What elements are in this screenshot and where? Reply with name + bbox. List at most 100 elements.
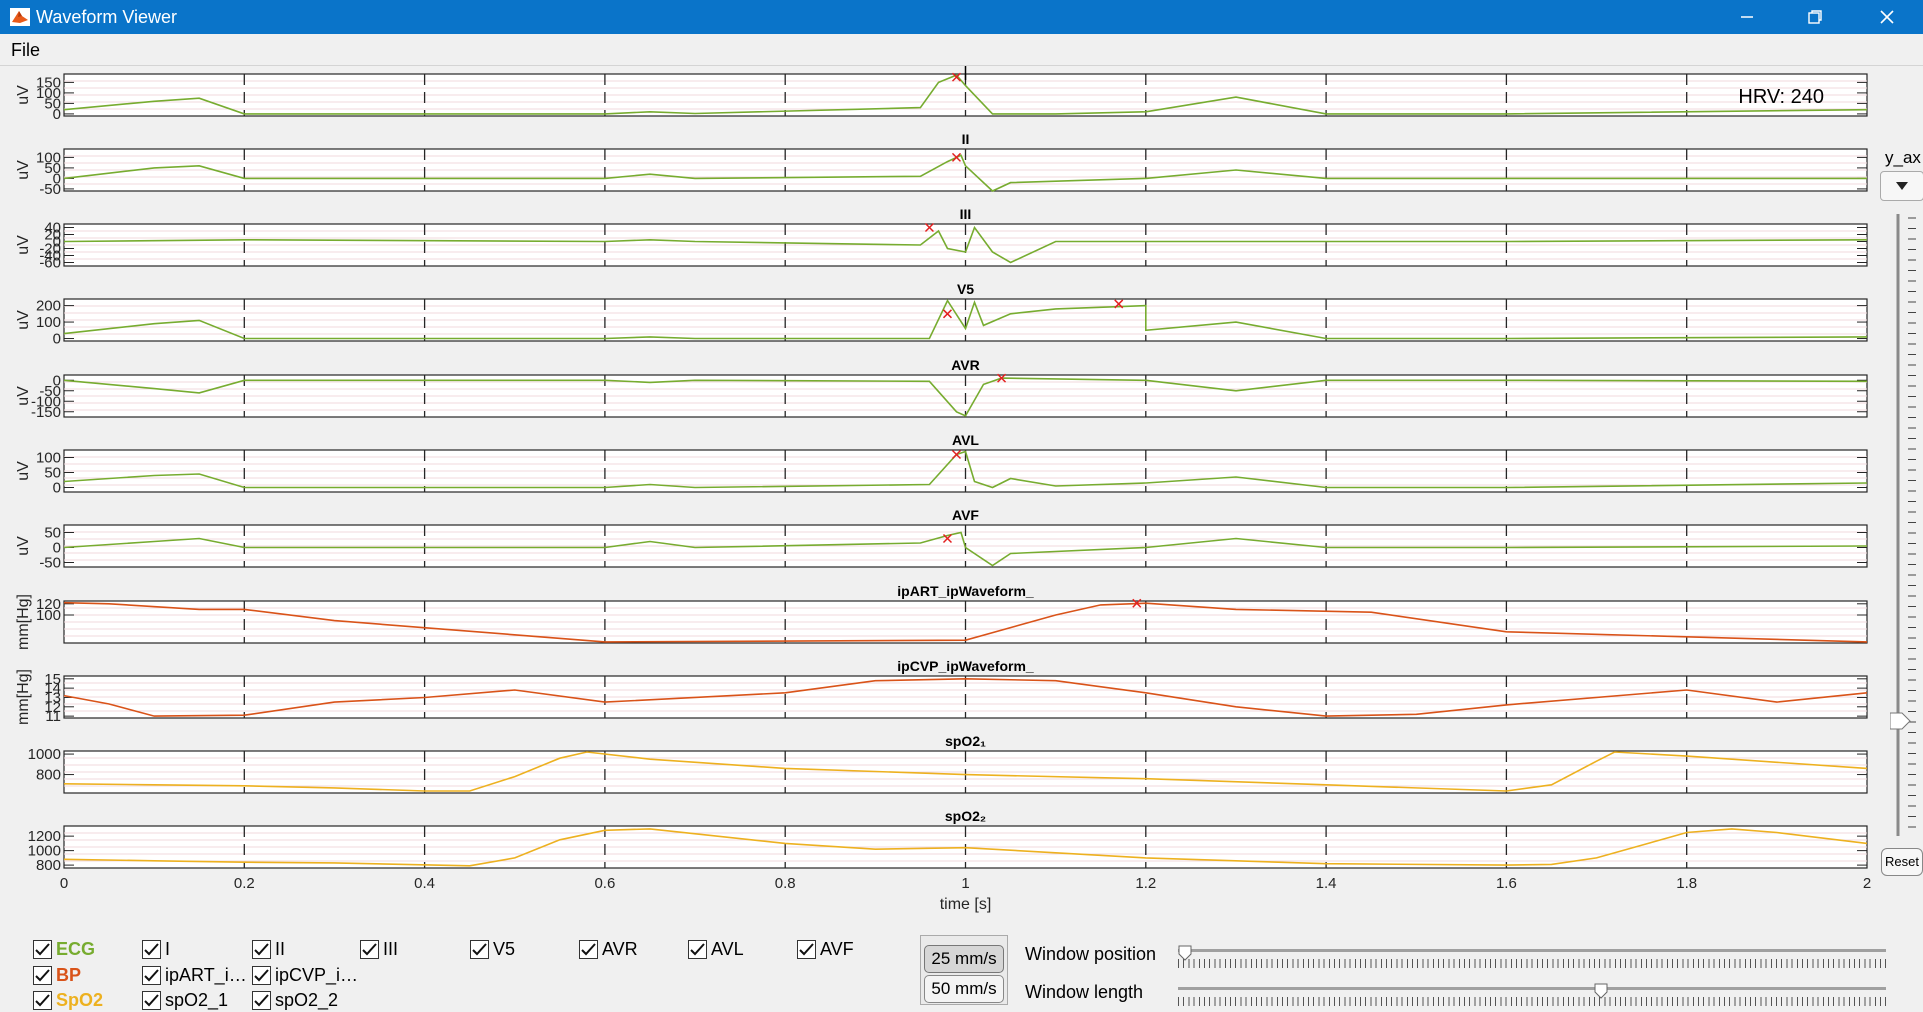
- window-length-slider[interactable]: [1178, 983, 1886, 1007]
- y-tick-label: 20: [44, 227, 61, 244]
- check-icon: [144, 993, 159, 1006]
- peak-marker: [997, 373, 1007, 383]
- y-tick-label: 50: [44, 160, 61, 177]
- y-axis-label: mm[Hg]: [15, 594, 32, 650]
- checkbox[interactable]: [33, 990, 52, 1010]
- checkbox[interactable]: [33, 939, 52, 959]
- checkbox-label: I: [165, 938, 171, 959]
- series-line: [63, 677, 1868, 717]
- check-icon: [144, 942, 159, 955]
- checkbox-label: BP: [56, 964, 82, 985]
- slider-track: [1178, 987, 1886, 990]
- checkbox-label: ipCVP_i…: [275, 964, 359, 985]
- checkbox-label: III: [383, 938, 399, 959]
- channel-checkbox-spo2-0[interactable]: spO2_1: [142, 988, 228, 1012]
- window-position-slider[interactable]: [1178, 945, 1886, 969]
- speed-button-1[interactable]: 50 mm/s: [924, 975, 1004, 1003]
- y-axis-label: uV: [15, 386, 32, 406]
- y-tick-label: 50: [44, 95, 61, 112]
- peak-marker: [951, 449, 962, 460]
- series-line: [63, 531, 1868, 567]
- peak-marker: [951, 152, 962, 162]
- check-icon: [799, 942, 814, 955]
- checkbox[interactable]: [688, 939, 707, 959]
- x-tick-label: 1: [961, 875, 969, 892]
- y-tick-label: 1200: [28, 828, 61, 845]
- y-tick-label: 0: [53, 372, 61, 389]
- minimize-button[interactable]: [1718, 0, 1776, 34]
- check-icon: [35, 942, 50, 955]
- series-line: [63, 450, 1868, 489]
- channel-checkbox-ii[interactable]: II: [252, 937, 285, 961]
- y-tick-label: 50: [44, 525, 61, 542]
- checkbox[interactable]: [142, 939, 161, 959]
- menu-file[interactable]: File: [11, 40, 41, 60]
- slider-ticks: [1178, 959, 1886, 968]
- checkbox[interactable]: [797, 939, 816, 959]
- y-axis-dropdown[interactable]: [1880, 171, 1923, 201]
- channel-checkbox-v5[interactable]: V5: [470, 937, 515, 961]
- group-checkbox-spo2[interactable]: SpO2: [33, 988, 103, 1012]
- y-tick-label: 100: [36, 607, 61, 624]
- checkbox[interactable]: [252, 939, 271, 959]
- channel-checkbox-spo2-1[interactable]: spO2_2: [252, 988, 338, 1012]
- slider-thumb[interactable]: [1178, 945, 1192, 961]
- title-bar: Waveform Viewer: [0, 0, 1923, 34]
- peak-marker: [1132, 598, 1142, 608]
- checkbox[interactable]: [470, 939, 489, 959]
- y-axis-slider[interactable]: [1889, 210, 1920, 840]
- channel-checkbox-bp-1[interactable]: ipCVP_i…: [252, 963, 358, 987]
- x-tick-label: 0.6: [594, 875, 615, 892]
- channel-checkbox-i[interactable]: I: [142, 937, 170, 961]
- channel-checkbox-avl[interactable]: AVL: [688, 937, 744, 961]
- checkbox[interactable]: [142, 965, 161, 985]
- group-checkbox-bp[interactable]: BP: [33, 963, 81, 987]
- y-tick-label: 13: [44, 689, 61, 706]
- checkbox[interactable]: [33, 965, 52, 985]
- slider-thumb[interactable]: [1889, 712, 1911, 730]
- check-icon: [254, 993, 269, 1006]
- checkbox[interactable]: [252, 965, 271, 985]
- channel-title: ipCVP_ipWaveform_: [897, 658, 1034, 674]
- hrv-label: HRV: 240: [1738, 86, 1824, 108]
- channel-axes-6: 500-50 uV AVF: [15, 507, 1868, 572]
- checkbox[interactable]: [360, 939, 379, 959]
- y-tick-label: 15: [44, 671, 61, 688]
- channel-checkbox-bp-0[interactable]: ipART_i…: [142, 963, 247, 987]
- menu-bar: File: [0, 34, 1923, 66]
- restore-icon: [1808, 10, 1822, 24]
- matlab-icon: [10, 8, 30, 26]
- reset-button[interactable]: Reset: [1881, 848, 1923, 876]
- close-button[interactable]: [1858, 0, 1916, 34]
- y-tick-label: 0: [53, 106, 61, 123]
- x-tick-label: 1.4: [1316, 875, 1337, 892]
- channel-checkbox-avf[interactable]: AVF: [797, 937, 854, 961]
- y-tick-label: 120: [36, 596, 61, 613]
- slider-thumb[interactable]: [1594, 983, 1608, 999]
- y-tick-label: 100: [36, 85, 61, 102]
- x-tick-label: 0.4: [414, 875, 435, 892]
- y-axis-label: uV: [15, 160, 32, 180]
- check-icon: [690, 942, 705, 955]
- peak-marker: [942, 309, 953, 319]
- checkbox[interactable]: [142, 990, 161, 1010]
- checkbox-label: spO2_1: [165, 989, 229, 1010]
- channel-checkbox-avr[interactable]: AVR: [579, 937, 638, 961]
- channel-title: ipART_ipWaveform_: [897, 583, 1034, 599]
- checkbox[interactable]: [252, 990, 271, 1010]
- y-tick-label: 40: [44, 220, 61, 237]
- speed-button-0[interactable]: 25 mm/s: [924, 945, 1004, 973]
- y-axis-label: mm[Hg]: [15, 669, 32, 725]
- channel-title: AVR: [951, 357, 980, 373]
- group-checkbox-ecg[interactable]: ECG: [33, 937, 95, 961]
- checkbox-label: AVL: [711, 938, 744, 959]
- checkbox-label: ipART_i…: [165, 964, 247, 985]
- y-tick-label: 0: [53, 540, 61, 557]
- restore-button[interactable]: [1786, 0, 1844, 34]
- checkbox[interactable]: [579, 939, 598, 959]
- channel-checkbox-iii[interactable]: III: [360, 937, 398, 961]
